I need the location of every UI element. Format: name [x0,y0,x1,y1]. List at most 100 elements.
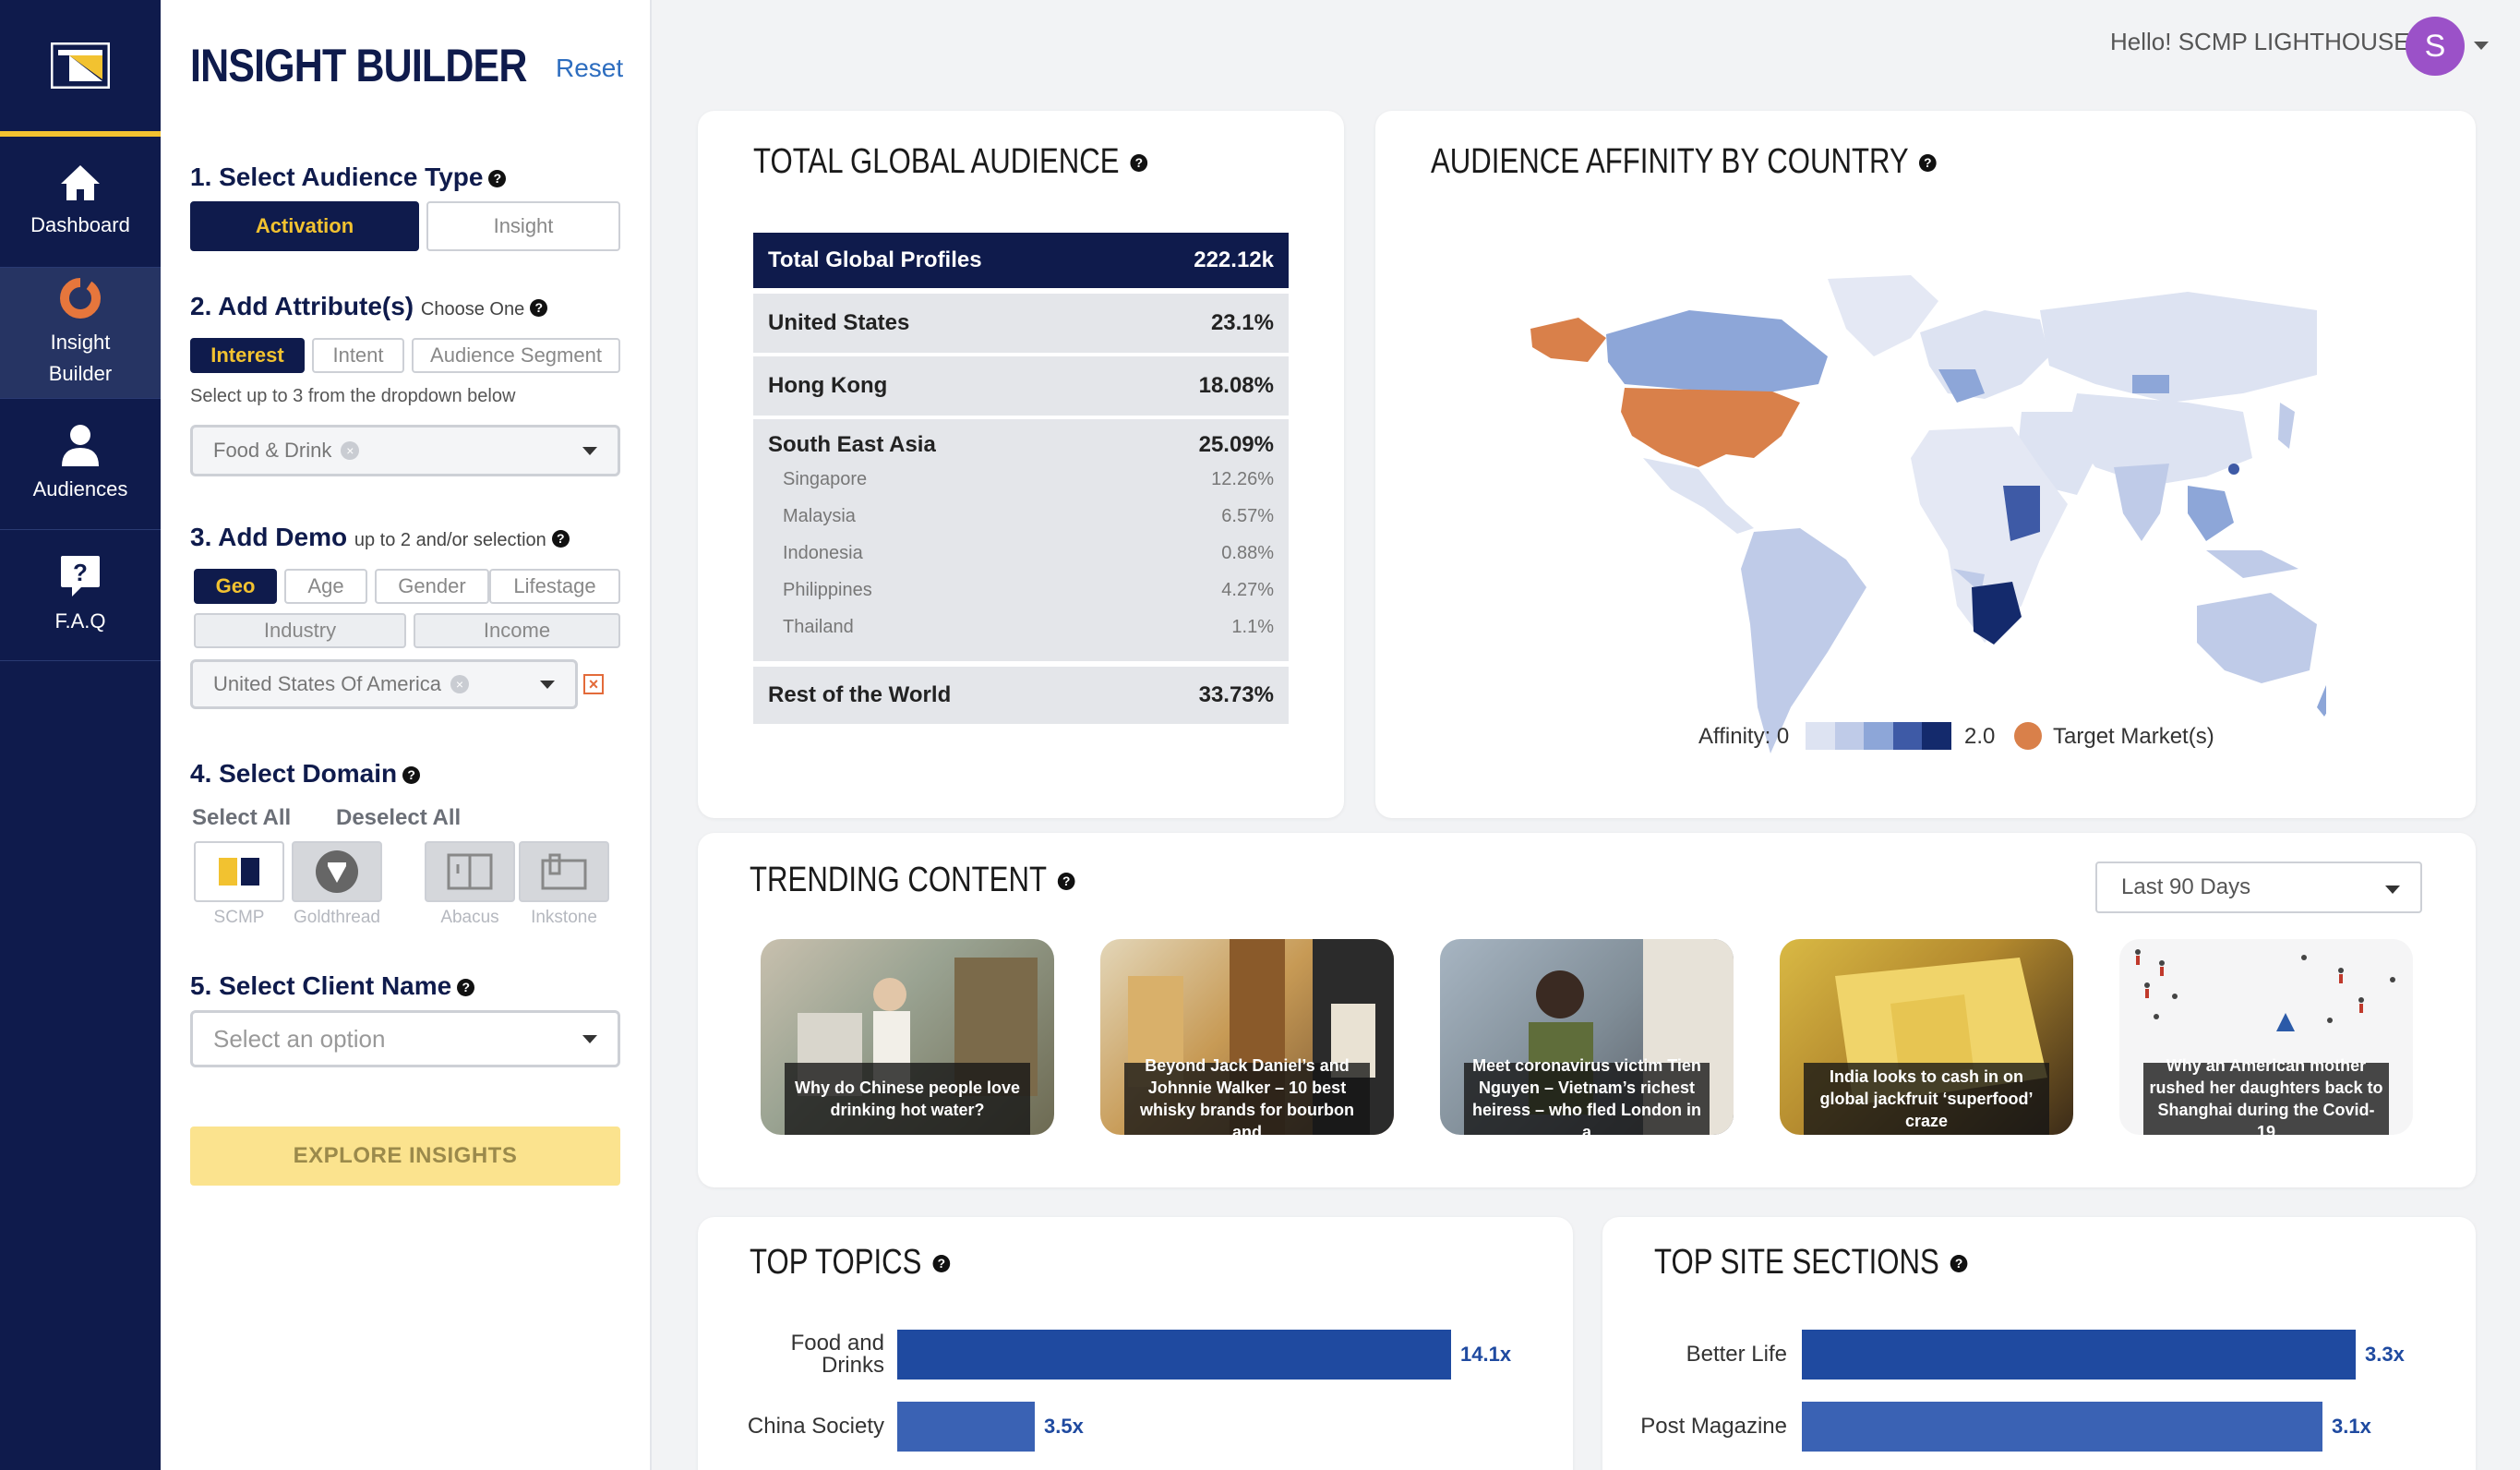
explore-insights-button[interactable]: EXPLORE INSIGHTS [190,1127,620,1186]
audience-row-sea: South East Asia 25.09% [753,419,1289,661]
remove-icon[interactable]: × [341,441,360,460]
attr-hint: Select up to 3 from the dropdown below [190,386,516,406]
help-icon[interactable]: ? [1057,873,1075,891]
nav-insight-builder[interactable]: Insight Builder [0,268,161,399]
trending-item[interactable]: Why do Chinese people love drinking hot … [761,939,1054,1135]
logo-icon [51,42,110,89]
step4-label: 4. Select Domain [190,759,398,788]
domain-label: SCMP [213,908,265,927]
map-region [1741,528,1866,753]
remove-icon[interactable]: × [450,675,469,693]
world-map[interactable] [1523,273,2326,800]
trending-item[interactable]: Why an American mother rushed her daught… [2119,939,2413,1135]
sea-sub-row: Thailand 1.1% [783,617,1274,638]
card-title: TOP TOPICS ? [750,1243,951,1283]
bar[interactable] [1802,1330,2356,1380]
period-dropdown[interactable]: Last 90 Days [2095,862,2422,913]
help-icon[interactable]: ? [488,170,507,188]
step2-heading: 2. Add Attribute(s) Choose One? [190,292,548,321]
card-title: TOP SITE SECTIONS ? [1654,1243,1968,1283]
reset-link[interactable]: Reset [556,54,624,82]
period-value: Last 90 Days [2121,874,2251,899]
map-region [2114,464,2169,541]
legend-scale [1806,722,1951,750]
step1-heading: 1. Select Audience Type? [190,163,507,192]
bar-value: 3.5x [1044,1415,1084,1438]
step3-heading: 3. Add Demo up to 2 and/or selection? [190,523,570,552]
domain-scmp[interactable] [194,841,284,902]
audience-type-activation[interactable]: Activation [190,201,419,251]
client-select[interactable]: Select an option [190,1010,620,1067]
row-label: Hong Kong [768,373,888,398]
bar-label: China Society [747,1414,884,1439]
clear-icon[interactable]: × [583,674,604,694]
legend-target: Target Market(s) [2053,724,2214,749]
demo-industry[interactable]: Industry [194,613,406,648]
demo-income[interactable]: Income [414,613,620,648]
demo-age[interactable]: Age [284,569,367,604]
greeting: Hello! SCMP LIGHTHOUSE [2110,28,2410,55]
help-icon[interactable]: ? [1130,154,1148,173]
row-label: Rest of the World [768,682,952,707]
domain-inkstone[interactable] [519,841,609,902]
sub-label: Thailand [783,617,854,637]
chevron-down-icon [582,447,597,455]
map-region [1643,458,1754,534]
map-region [2206,550,2298,578]
card-title: TRENDING CONTENT ? [750,861,1075,900]
article-image [2135,949,2395,1031]
home-icon [61,164,100,200]
help-icon[interactable]: ? [1950,1255,1968,1273]
trending-caption: Meet coronavirus victim Tien Nguyen – Vi… [1464,1056,1710,1135]
trending-item[interactable]: Meet coronavirus victim Tien Nguyen – Vi… [1440,939,1734,1135]
demo-gender[interactable]: Gender [375,569,489,604]
nav-audiences[interactable]: Audiences [0,399,161,530]
sub-value: 4.27% [1221,580,1274,600]
chevron-down-icon[interactable] [2474,42,2489,50]
avatar[interactable]: S [2406,17,2465,76]
domain-goldthread[interactable] [292,841,382,902]
global-audience-card: TOTAL GLOBAL AUDIENCE ? Total Global Pro… [698,111,1344,818]
help-icon[interactable]: ? [530,299,548,318]
select-all-button[interactable]: Select All [192,805,292,830]
trending-item[interactable]: India looks to cash in on global jackfru… [1780,939,2073,1135]
help-icon[interactable]: ? [1919,154,1937,173]
user-icon [62,424,99,466]
map-region [1621,388,1800,467]
deselect-all-button[interactable]: Deselect All [336,805,462,830]
nav-label: Dashboard [30,212,130,236]
help-icon[interactable]: ? [551,530,570,548]
trending-caption: Why an American mother rushed her daught… [2143,1056,2389,1135]
map-region [1530,318,1606,362]
legend-swatch [1834,722,1865,750]
attr-intent[interactable]: Intent [312,338,404,373]
bar[interactable] [897,1330,1451,1380]
demo-geo[interactable]: Geo [194,569,277,604]
sub-label: Singapore [783,469,868,489]
domain-abacus[interactable] [425,841,515,902]
sea-sub-row: Malaysia 6.57% [783,506,1274,527]
attr-audience-segment[interactable]: Audience Segment [412,338,620,373]
demo-lifestage[interactable]: Lifestage [489,569,620,604]
svg-text:?: ? [73,559,88,586]
sub-label: Indonesia [783,543,863,563]
audience-type-insight[interactable]: Insight [426,201,620,251]
sea-sub-row: Singapore 12.26% [783,469,1274,490]
sea-sub-row: Indonesia 0.88% [783,543,1274,564]
domain-label: Abacus [440,908,499,927]
help-icon[interactable]: ? [402,766,421,785]
attr-interest[interactable]: Interest [190,338,305,373]
trending-item[interactable]: Beyond Jack Daniel’s and Johnnie Walker … [1100,939,1394,1135]
help-icon[interactable]: ? [932,1255,951,1273]
step4-heading: 4. Select Domain? [190,759,421,789]
map-region [2188,486,2234,541]
geo-select[interactable]: United States Of America × [190,659,578,709]
bar[interactable] [897,1402,1035,1452]
bar[interactable] [1802,1402,2322,1452]
help-icon[interactable]: ? [457,979,475,997]
sea-sub-row: Philippines 4.27% [783,580,1274,601]
nav-dashboard[interactable]: Dashboard [0,137,161,268]
nav-faq[interactable]: ? F.A.Q [0,530,161,661]
logo[interactable] [0,0,161,137]
attribute-select[interactable]: Food & Drink × [190,425,620,476]
